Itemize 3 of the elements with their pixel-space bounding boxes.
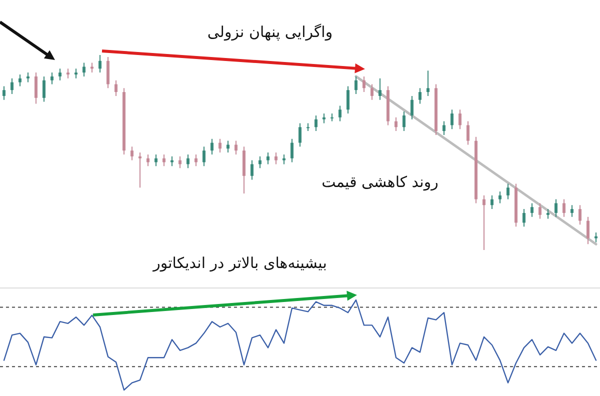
annotation: روند کاهشی قیمت [322,173,438,191]
text: واگرایی پنهان نزولی [207,23,333,41]
text: بیشینه‌های بالاتر در اندیکاتور [152,254,327,272]
